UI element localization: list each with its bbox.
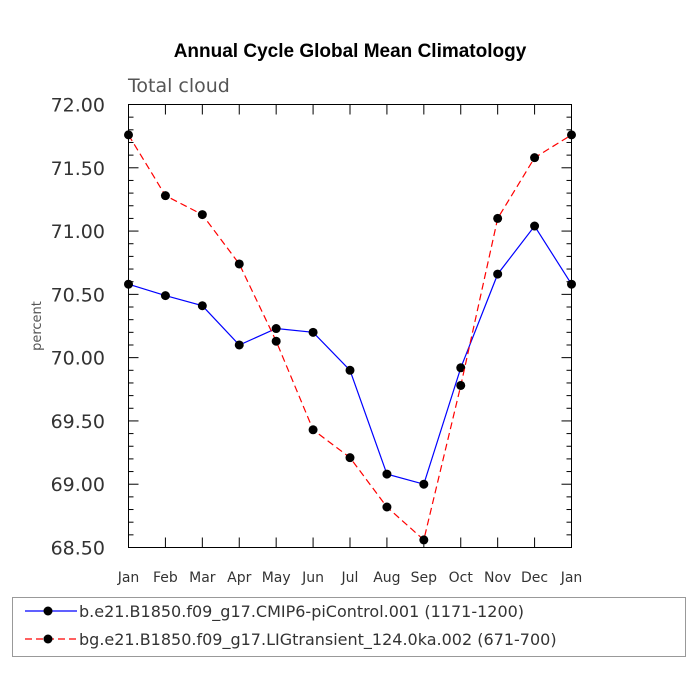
- legend-marker-2: [43, 634, 53, 644]
- y-tick-label: 69.00: [51, 474, 105, 496]
- series-2-point: [567, 130, 576, 140]
- series-1-point: [234, 340, 244, 350]
- series-2-point: [456, 380, 466, 390]
- series-1-point: [493, 269, 503, 279]
- x-tick-label: Jan: [117, 570, 140, 586]
- series-1-point: [345, 365, 355, 375]
- x-tick-label: Aug: [373, 570, 400, 586]
- x-tick-label: Jun: [301, 570, 324, 586]
- series-2-point: [419, 535, 429, 545]
- y-tick-label: 70.50: [51, 284, 105, 306]
- series-1-point: [456, 363, 466, 373]
- series-1-point: [382, 469, 392, 479]
- y-axis-label: percent: [30, 301, 45, 351]
- series-1-point: [567, 279, 576, 289]
- legend-label-1: b.e21.B1850.f09_g17.CMIP6-piControl.001 …: [79, 602, 524, 622]
- series-2-point: [493, 213, 503, 223]
- x-tick-label: Dec: [521, 570, 548, 586]
- x-tick-label: Sep: [411, 570, 438, 586]
- chart-title: Annual Cycle Global Mean Climatology: [174, 41, 527, 62]
- series-2-point: [530, 153, 540, 163]
- legend-marker-1: [43, 606, 53, 616]
- x-tick-label: Oct: [449, 570, 474, 586]
- x-tick-label: Nov: [484, 570, 511, 586]
- series-1-point: [160, 291, 170, 301]
- y-tick-label: 68.50: [51, 538, 105, 560]
- x-tick-label: Mar: [189, 570, 216, 586]
- series-1-point: [308, 327, 318, 337]
- series-line-1: [128, 224, 573, 485]
- x-tick-label: Jan: [560, 570, 583, 586]
- x-tick-label: Apr: [227, 570, 251, 586]
- series-2-point: [160, 191, 170, 201]
- series-2-point: [124, 130, 133, 140]
- x-tick-label: May: [262, 570, 291, 586]
- legend-label-2: bg.e21.B1850.f09_g17.LIGtransient_124.0k…: [79, 630, 557, 650]
- series-2-point: [308, 425, 318, 435]
- y-tick-label: 71.00: [51, 221, 105, 243]
- x-tick-label: Jul: [341, 570, 359, 586]
- series-line-2: [127, 134, 572, 542]
- series-2-point: [271, 336, 281, 346]
- series-2-point: [345, 453, 355, 463]
- series-2-point: [234, 259, 244, 269]
- series-1-point: [419, 479, 429, 489]
- y-tick-label: 72.00: [51, 95, 105, 117]
- series-1-point: [530, 221, 540, 231]
- series-2-point: [197, 210, 207, 220]
- y-tick-label: 69.50: [51, 411, 105, 433]
- y-tick-label: 70.00: [51, 348, 105, 370]
- y-tick-label: 71.50: [51, 158, 105, 180]
- series-1-point: [124, 279, 133, 289]
- series-1-point: [271, 324, 281, 334]
- legend-box: [12, 597, 686, 657]
- x-tick-label: Feb: [153, 570, 178, 586]
- series-1-point: [197, 301, 207, 311]
- plot-frame: [128, 104, 572, 548]
- series-2-point: [382, 502, 392, 512]
- chart-subtitle: Total cloud: [127, 75, 230, 97]
